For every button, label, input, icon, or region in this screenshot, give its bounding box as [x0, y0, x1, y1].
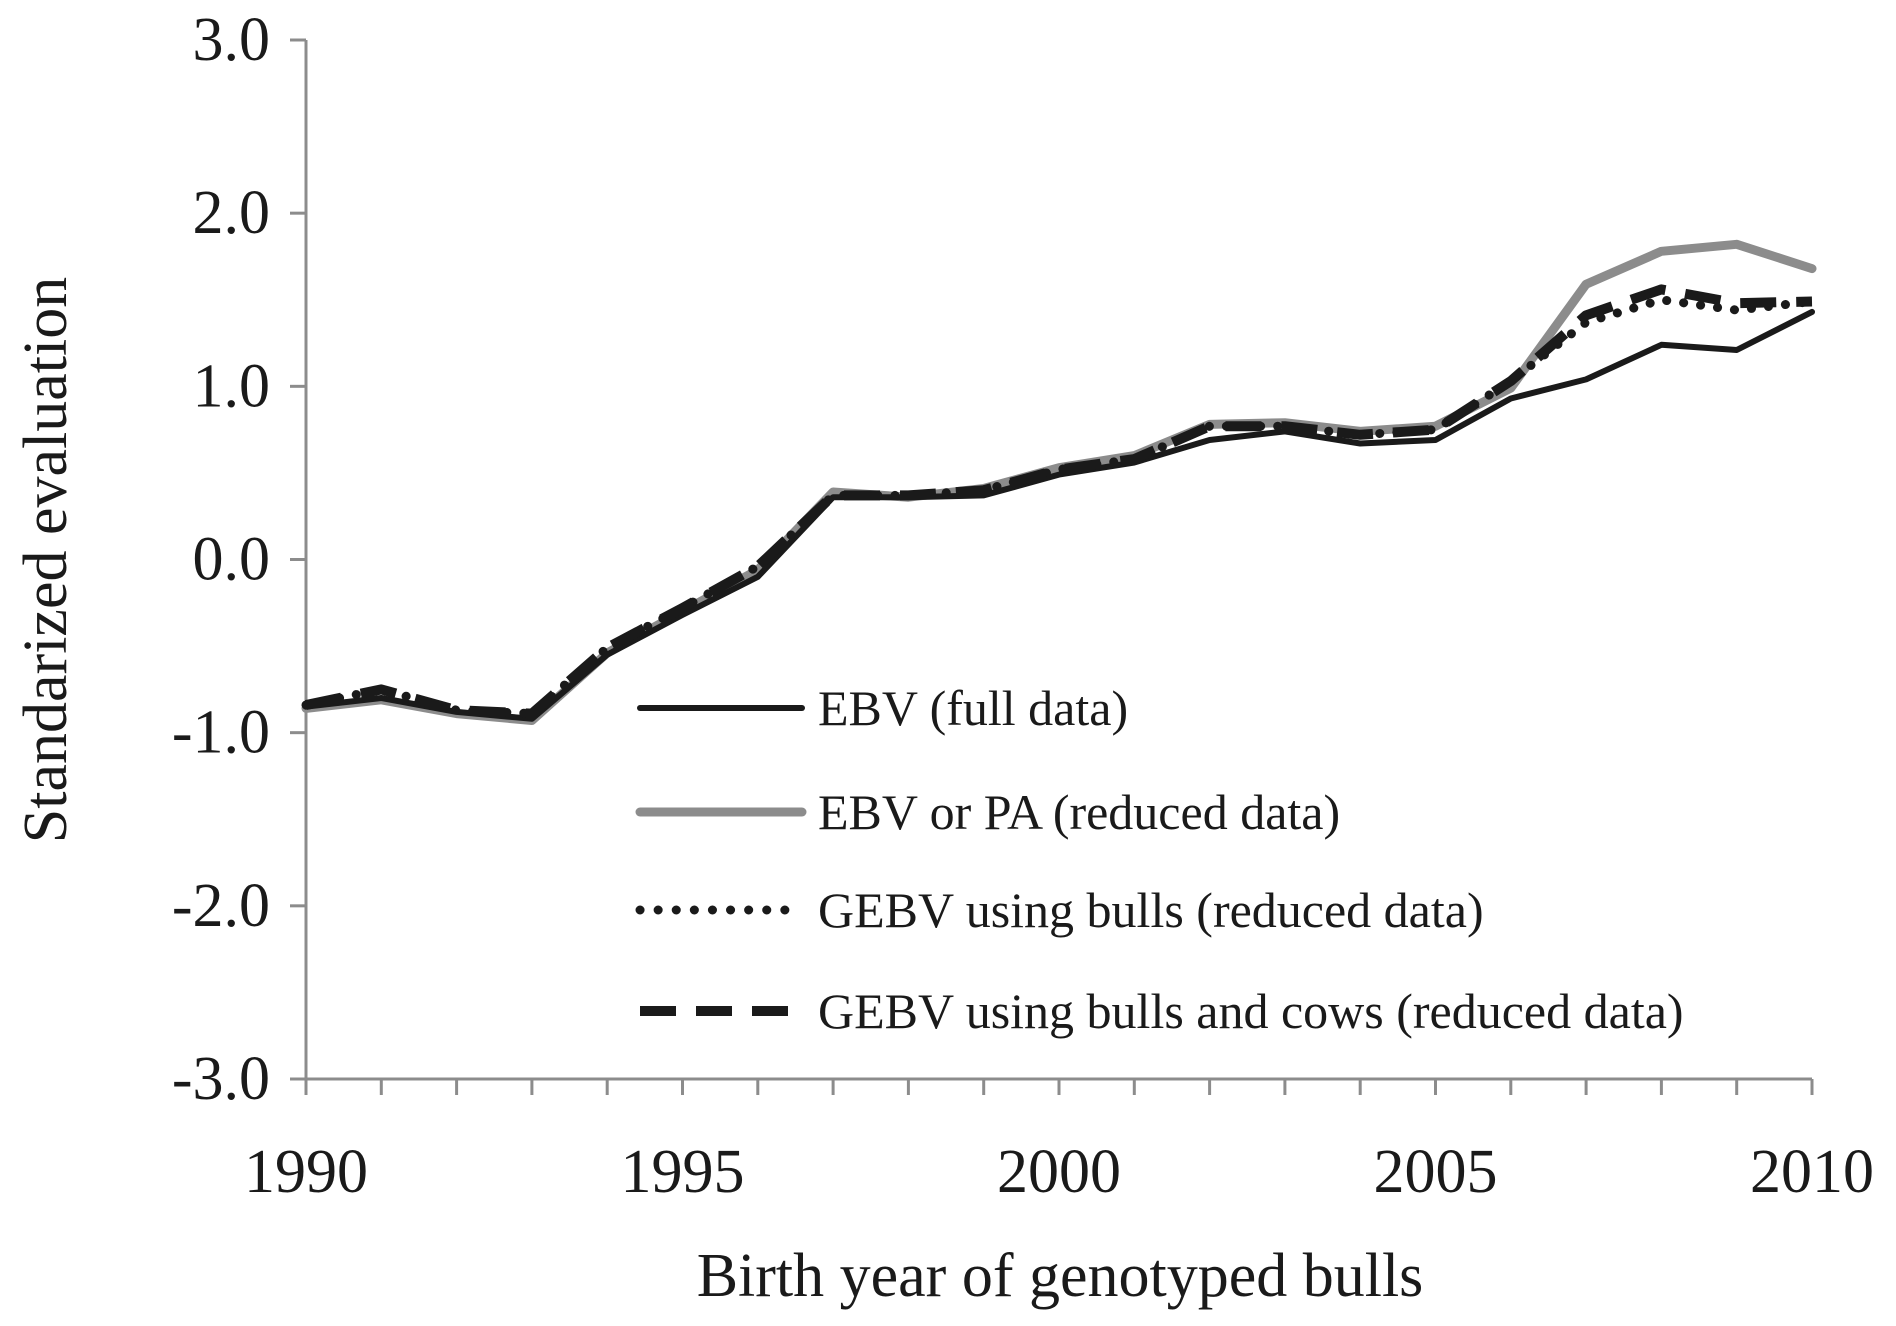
series-line-3	[301, 295, 1817, 719]
legend-label-4: GEBV using bulls and cows (reduced data)	[818, 983, 1684, 1039]
x-tick-label: 2010	[1750, 1138, 1874, 1206]
x-tick-label: 2005	[1374, 1138, 1498, 1206]
y-tick-label: -3.0	[172, 1045, 270, 1113]
series-line-1	[303, 308, 1815, 722]
y-tick-label: 0.0	[193, 526, 271, 594]
y-tick-label: 2.0	[193, 179, 271, 247]
x-tick-label: 1990	[244, 1138, 368, 1206]
legend-label-1: EBV (full data)	[818, 680, 1128, 736]
legend-label-2: EBV or PA (reduced data)	[818, 784, 1340, 840]
series-layer	[301, 239, 1817, 725]
chart-legend: EBV (full data) EBV or PA (reduced data) G…	[635, 680, 1684, 1039]
series-line-4	[304, 284, 1813, 719]
chart-axes: 3.0 2.0 1.0 0.0 -1.0 -2.0 -3.0 1990 1995 2000 2005…	[172, 6, 1874, 1206]
y-tick-label: 1.0	[193, 352, 271, 420]
y-tick-label: -1.0	[172, 699, 270, 767]
x-axis-title: Birth year of genotyped bulls	[697, 1242, 1424, 1310]
x-tick-label: 1995	[621, 1138, 745, 1206]
x-tick-label: 2000	[997, 1138, 1121, 1206]
y-axis-title: Standarized evaluation	[12, 277, 80, 843]
legend-label-3: GEBV using bulls (reduced data)	[818, 882, 1484, 938]
y-tick-label: 3.0	[193, 6, 271, 74]
y-tick-label: -2.0	[172, 872, 270, 940]
